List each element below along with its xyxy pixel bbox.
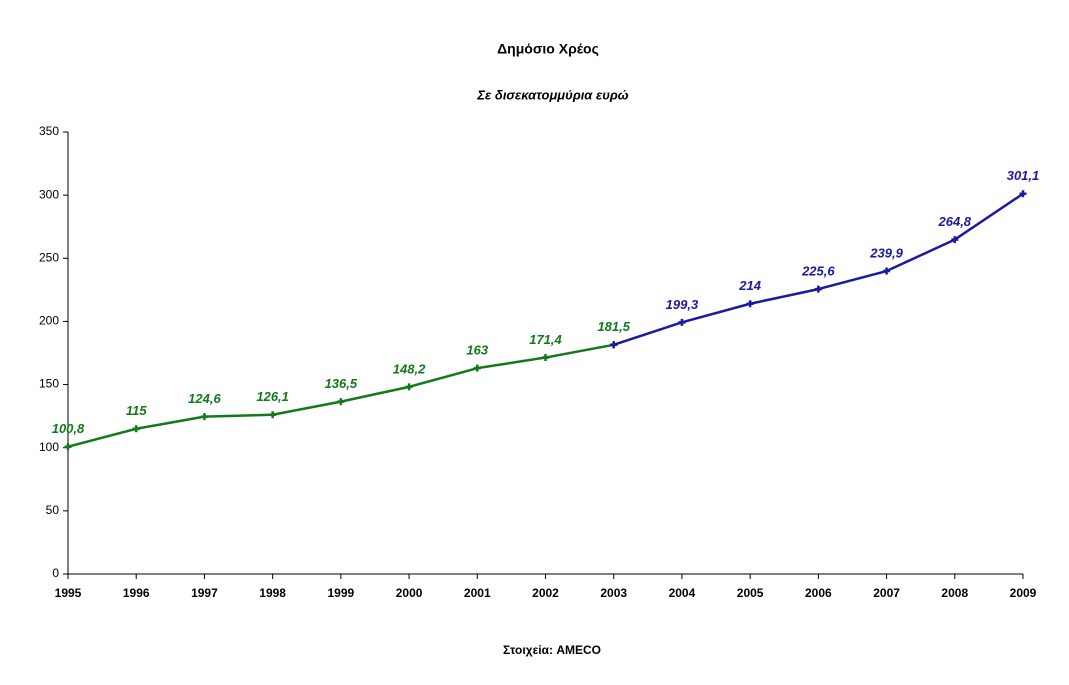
data-point xyxy=(610,341,618,349)
x-tick-label: 2004 xyxy=(669,586,696,600)
data-point xyxy=(132,425,140,433)
data-point xyxy=(814,285,822,293)
y-tick-label: 300 xyxy=(39,187,59,201)
source-note: Στοιχεία: AMECO xyxy=(503,643,601,657)
data-point xyxy=(337,398,345,406)
x-tick-label: 2009 xyxy=(1010,586,1037,600)
x-tick-label: 1995 xyxy=(55,586,82,600)
data-point xyxy=(542,354,549,362)
data-point xyxy=(1019,190,1027,198)
data-point xyxy=(269,411,277,419)
data-label: 126,1 xyxy=(256,389,289,404)
y-tick-label: 0 xyxy=(52,566,59,580)
data-point xyxy=(405,383,413,391)
x-tick-label: 2003 xyxy=(600,586,627,600)
y-tick-label: 50 xyxy=(46,503,60,517)
data-label: 199,3 xyxy=(666,297,699,312)
data-point xyxy=(200,413,208,421)
x-tick-label: 1997 xyxy=(191,586,218,600)
chart-title: Δημόσιο Χρέος xyxy=(497,41,599,57)
x-tick-label: 1998 xyxy=(259,586,286,600)
y-tick-label: 350 xyxy=(39,124,59,138)
data-label: 171,4 xyxy=(529,332,562,347)
data-point xyxy=(746,300,754,308)
data-point xyxy=(678,318,686,326)
y-tick-label: 200 xyxy=(39,314,59,328)
data-point xyxy=(951,236,959,244)
x-tick-label: 2002 xyxy=(532,586,559,600)
data-label: 214 xyxy=(738,278,761,293)
data-label: 136,5 xyxy=(325,376,358,391)
x-tick-label: 2001 xyxy=(464,586,491,600)
y-tick-label: 100 xyxy=(39,440,59,454)
data-point xyxy=(473,364,481,372)
data-label: 148,2 xyxy=(393,361,426,376)
x-tick-label: 2008 xyxy=(941,586,968,600)
data-label: 115 xyxy=(126,403,147,418)
y-tick-label: 150 xyxy=(39,377,59,391)
data-label: 239,9 xyxy=(869,245,903,260)
y-tick-label: 250 xyxy=(39,250,59,264)
x-tick-label: 2006 xyxy=(805,586,832,600)
data-label: 124,6 xyxy=(188,391,221,406)
chart-subtitle: Σε δισεκατομμύρια ευρώ xyxy=(476,87,628,102)
x-tick-label: 1996 xyxy=(123,586,150,600)
x-tick-label: 2007 xyxy=(873,586,900,600)
data-point xyxy=(64,443,72,451)
data-label: 301,1 xyxy=(1007,168,1040,183)
x-tick-label: 2005 xyxy=(737,586,764,600)
data-label: 163 xyxy=(466,343,488,358)
x-tick-label: 2000 xyxy=(396,586,423,600)
data-label: 264,8 xyxy=(938,214,972,229)
x-tick-label: 1999 xyxy=(328,586,355,600)
data-label: 100,8 xyxy=(52,421,85,436)
data-label: 225,6 xyxy=(801,264,835,279)
series-line xyxy=(67,343,614,448)
data-label: 181,5 xyxy=(597,319,630,334)
data-point xyxy=(883,267,891,275)
